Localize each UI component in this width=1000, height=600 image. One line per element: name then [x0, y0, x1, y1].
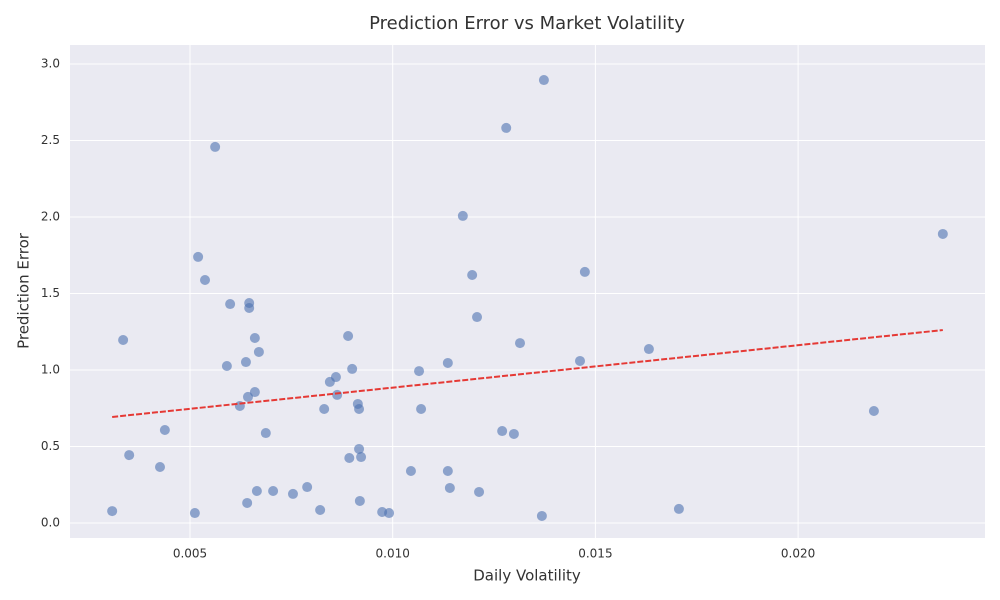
point	[118, 335, 129, 346]
point	[937, 228, 948, 239]
point	[249, 387, 260, 398]
x-tick-label: 0.020	[781, 547, 815, 561]
point	[474, 486, 485, 497]
point	[344, 452, 355, 463]
point	[253, 346, 264, 357]
point	[579, 266, 590, 277]
y-tick-label: 1.5	[41, 286, 60, 300]
point	[315, 504, 326, 515]
point	[575, 355, 585, 366]
point	[268, 486, 279, 497]
y-tick-label: 1.0	[41, 362, 60, 376]
grid	[70, 45, 985, 538]
point	[244, 303, 255, 314]
point	[673, 503, 684, 514]
point	[193, 251, 204, 262]
point	[249, 333, 260, 344]
point	[508, 428, 519, 439]
point	[414, 366, 425, 377]
point	[343, 331, 354, 342]
point	[405, 465, 416, 476]
point	[457, 210, 468, 221]
y-tick-label: 2.5	[41, 133, 60, 147]
point	[155, 462, 165, 473]
point	[221, 361, 232, 372]
point	[242, 391, 253, 402]
y-tick-label: 3.0	[41, 56, 60, 70]
y-tick-label: 2.0	[41, 209, 60, 223]
point	[501, 122, 512, 133]
x-axis-label: Daily Volatility	[473, 567, 581, 585]
point	[319, 404, 330, 415]
point	[260, 428, 271, 439]
point	[200, 275, 210, 286]
point	[444, 482, 455, 493]
point	[442, 465, 453, 476]
point	[347, 363, 358, 374]
point	[159, 424, 170, 435]
point	[467, 269, 478, 280]
point	[356, 452, 367, 463]
point	[107, 506, 118, 517]
point	[240, 357, 251, 368]
point	[868, 406, 879, 417]
point	[354, 404, 365, 415]
x-tick-label: 0.010	[376, 547, 410, 561]
point	[332, 389, 343, 400]
point	[384, 508, 395, 519]
point	[287, 488, 298, 499]
point	[442, 357, 453, 368]
point	[210, 141, 221, 152]
x-tick-label: 0.005	[173, 547, 207, 561]
point	[472, 312, 483, 323]
point	[225, 299, 236, 310]
chart-title: Prediction Error vs Market Volatility	[369, 13, 685, 34]
y-axis-label: Prediction Error	[15, 232, 33, 349]
y-tick-label: 0.0	[41, 516, 60, 530]
point	[416, 404, 427, 415]
point	[354, 495, 365, 506]
y-tick-label: 0.5	[41, 439, 60, 453]
point	[497, 426, 508, 437]
point	[515, 338, 525, 349]
point	[354, 443, 365, 454]
point	[330, 372, 341, 383]
point	[251, 486, 262, 497]
point	[643, 344, 654, 355]
point	[302, 482, 313, 493]
point	[189, 508, 200, 519]
plot-area	[70, 45, 985, 538]
x-tick-label: 0.015	[578, 547, 612, 561]
point	[124, 450, 135, 461]
point	[242, 497, 253, 508]
marks	[107, 75, 948, 521]
point	[538, 75, 549, 86]
trend-line	[112, 329, 943, 418]
point	[536, 510, 547, 521]
